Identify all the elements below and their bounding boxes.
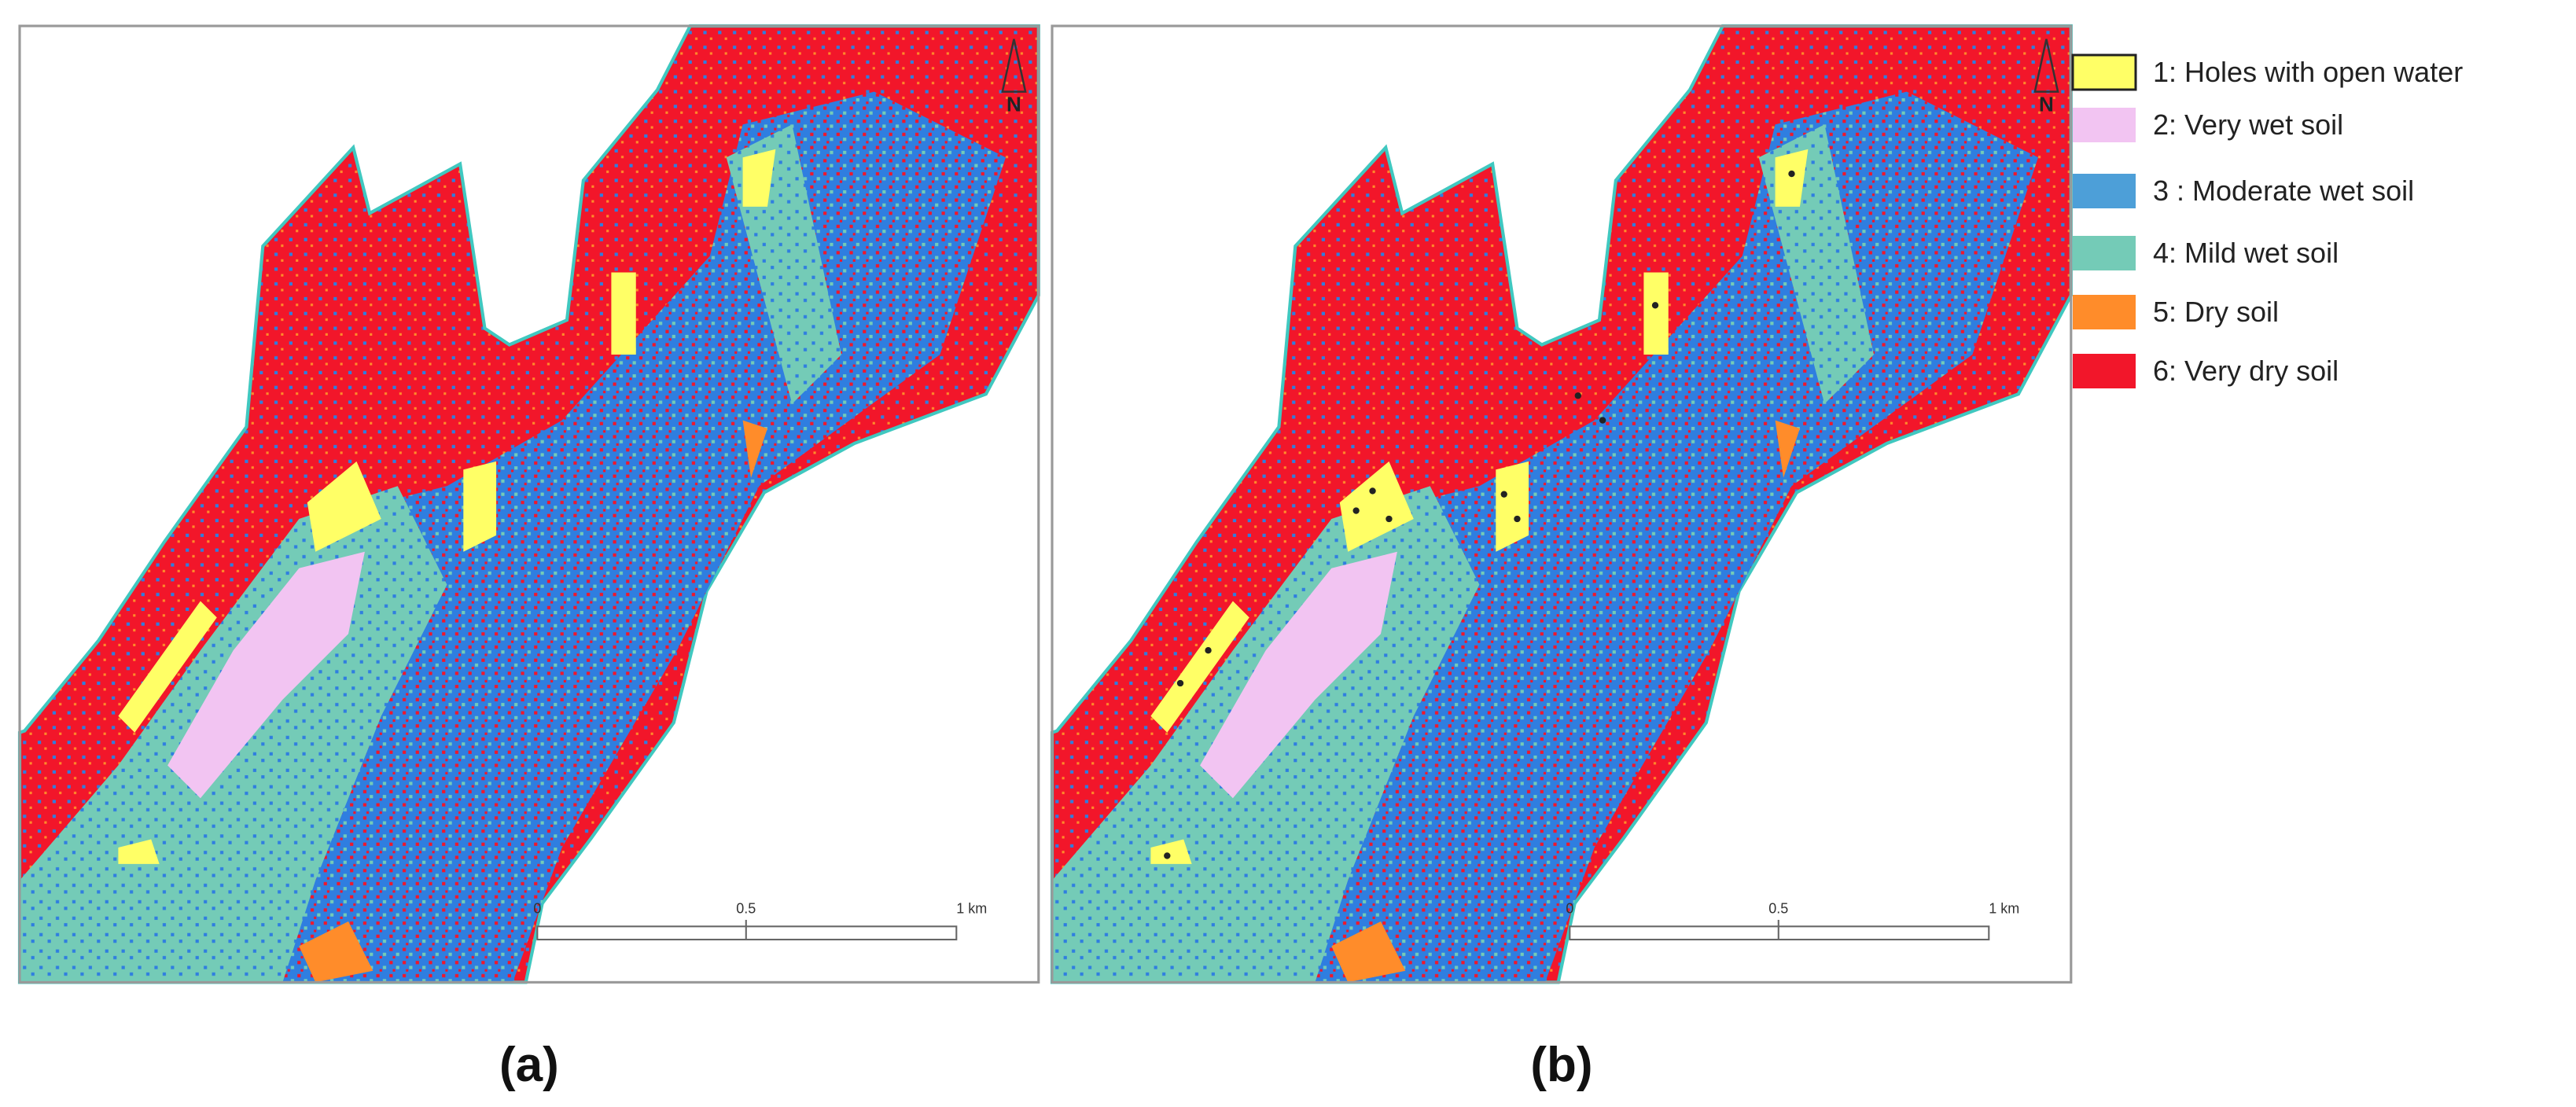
panel-a xyxy=(20,26,1039,982)
scale-label: 0.5 xyxy=(1768,901,1788,917)
legend-swatch xyxy=(2071,53,2137,91)
legend-swatch xyxy=(2073,108,2136,142)
panel-b xyxy=(1052,26,2071,982)
scale-label: 0 xyxy=(533,901,541,917)
legend-swatch xyxy=(2073,174,2136,208)
legend-label: 5: Dry soil xyxy=(2153,296,2279,328)
scale-label: 1 km xyxy=(1989,901,2019,917)
legend-swatch xyxy=(2073,236,2136,270)
legend-label: 3 : Moderate wet soil xyxy=(2153,175,2414,207)
soil-map xyxy=(1052,26,2071,982)
legend-label: 2: Very wet soil xyxy=(2153,108,2343,141)
panel-label: (b) xyxy=(1530,1038,1592,1092)
soil-map xyxy=(20,26,1039,982)
hole-markers xyxy=(1164,170,1795,859)
legend-label: 6: Very dry soil xyxy=(2153,355,2339,387)
legend-label: 1: Holes with open water xyxy=(2153,56,2463,88)
scale-label: 0.5 xyxy=(736,901,756,917)
scale-label: 0 xyxy=(1566,901,1573,917)
legend-swatch xyxy=(2073,354,2136,388)
north-label: N xyxy=(2039,93,2054,116)
legend-label: 4: Mild wet soil xyxy=(2153,237,2339,269)
scale-label: 1 km xyxy=(956,901,987,917)
legend-swatch xyxy=(2073,295,2136,329)
panel-label: (a) xyxy=(499,1038,559,1092)
north-label: N xyxy=(1006,93,1021,116)
